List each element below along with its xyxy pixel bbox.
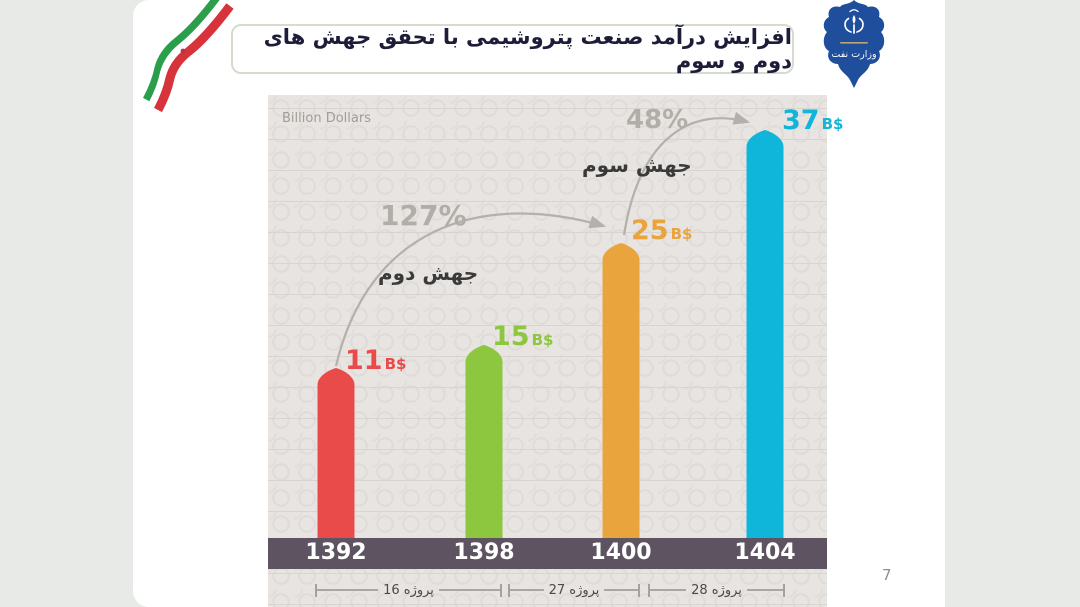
- bar-1400: [602, 243, 640, 538]
- logo-caption: وزارت نفت: [831, 49, 876, 60]
- x-axis-year-label: 1400: [590, 540, 652, 565]
- bracket-line: [510, 589, 544, 591]
- bar-value-unit: B$: [670, 225, 693, 243]
- bracket-tick: [500, 583, 503, 597]
- ministry-of-petroleum-logo-icon: وزارت نفت: [823, 0, 885, 88]
- bracket-line: [746, 589, 784, 591]
- bar-value: 25: [631, 215, 669, 246]
- bracket-tick: [638, 583, 641, 597]
- bracket-tick: [783, 583, 786, 597]
- growth-arrow-third-leap: [622, 111, 751, 236]
- x-axis-year-label: 1392: [305, 540, 367, 565]
- bracket-tick: [508, 583, 510, 597]
- bar-value-label: 11 B$: [345, 345, 406, 376]
- bars-canvas: [317, 111, 784, 538]
- allah-emblem-icon: [844, 9, 864, 34]
- bar-1392: [317, 368, 355, 538]
- x-axis-year-label: 1398: [453, 540, 515, 565]
- bracket-line: [650, 589, 687, 591]
- unit-label: Billion Dollars: [282, 111, 371, 126]
- page-number: 7: [882, 566, 892, 584]
- bar-value-unit: B$: [531, 331, 554, 349]
- chart-panel: Billion Dollars 127% جهش دوم 48% جهش سوم…: [268, 95, 843, 607]
- project-bracket: 28 پروژه: [648, 582, 786, 598]
- bracket-label: 16 پروژه: [383, 582, 434, 598]
- bracket-label: 27 پروژه: [548, 582, 600, 598]
- bracket-tick: [315, 583, 317, 597]
- bar-value-unit: B$: [821, 115, 844, 133]
- growth-arrow-second-leap: [334, 212, 607, 367]
- bar-value-label: 37 B$: [782, 105, 843, 136]
- bar-value: 11: [345, 345, 383, 376]
- bracket-tick: [648, 583, 650, 597]
- bar-value-label: 15 B$: [492, 321, 553, 352]
- bracket-line: [317, 589, 379, 591]
- bar-value-label: 25 B$: [631, 215, 692, 246]
- logo-small-text-line: [840, 42, 868, 44]
- leap-label: جهش دوم: [378, 261, 479, 285]
- project-brackets: 16 پروژه 27 پروژه 28 پروژه: [268, 582, 827, 602]
- growth-percent-label: 127%: [380, 199, 467, 232]
- project-bracket: 16 پروژه: [315, 582, 503, 598]
- x-axis-year-label: 1404: [734, 540, 796, 565]
- flag-emblem-icon: [180, 48, 186, 54]
- iran-flag-ribbon-icon: [143, 0, 234, 112]
- bracket-line: [438, 589, 501, 591]
- bar-value-unit: B$: [384, 355, 407, 373]
- bars-group: [317, 130, 784, 538]
- bar-value: 15: [492, 321, 530, 352]
- bar-value: 37: [782, 105, 820, 136]
- x-axis-band: 1392 1398 1400 1404: [268, 538, 827, 569]
- bracket-line: [604, 589, 639, 591]
- project-bracket: 27 پروژه: [508, 582, 641, 598]
- growth-percent-label: 48%: [626, 105, 689, 135]
- bar-1398: [465, 345, 503, 538]
- bar-1404: [746, 130, 784, 538]
- bracket-label: 28 پروژه: [691, 582, 742, 598]
- page-title: افزایش درآمد صنعت پتروشیمی با تحقق جهش ه…: [263, 25, 792, 73]
- leap-label: جهش سوم: [582, 153, 692, 177]
- title-banner: افزایش درآمد صنعت پتروشیمی با تحقق جهش ه…: [231, 24, 794, 74]
